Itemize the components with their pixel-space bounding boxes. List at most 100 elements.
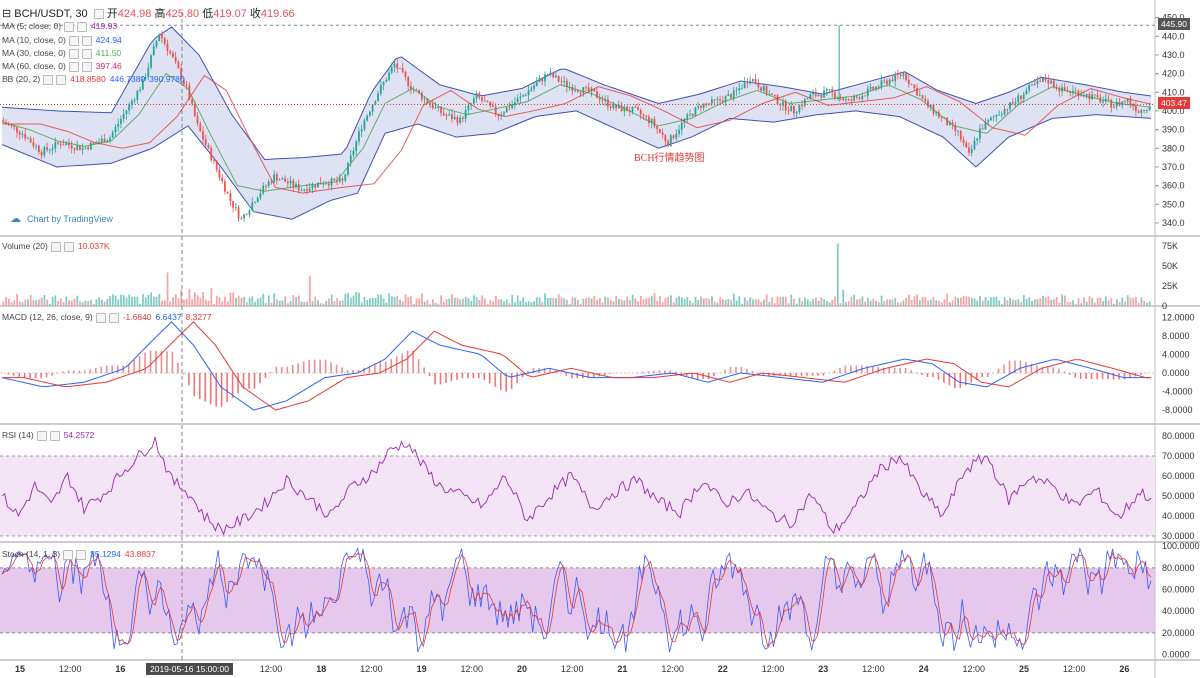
close-icon[interactable] <box>108 312 119 323</box>
macd-histogram-bar <box>839 368 841 374</box>
candle-body <box>158 33 161 42</box>
volume-bar <box>213 304 215 306</box>
volume-bar <box>891 299 894 306</box>
candle-body <box>574 90 576 92</box>
volume-bar <box>1033 299 1036 306</box>
macd-histogram-bar <box>204 372 207 402</box>
close-icon[interactable] <box>81 48 92 59</box>
candle-body <box>653 119 656 127</box>
legend-ma30[interactable]: MA (30, close, 0) 411.50 <box>2 48 121 59</box>
volume-bar <box>125 297 128 306</box>
volume-bar <box>32 300 35 306</box>
volume-bar <box>609 299 612 306</box>
candle-body <box>700 105 702 109</box>
volume-bar <box>95 299 98 306</box>
candle-body <box>705 103 708 105</box>
candle-body <box>508 107 511 109</box>
macd-label: MACD (12, 26, close, 9) <box>2 312 93 322</box>
macd-histogram-bar <box>603 372 606 376</box>
volume-bar <box>872 299 875 306</box>
candle-body <box>691 113 694 116</box>
visibility-icon[interactable] <box>68 48 79 59</box>
candle-body <box>161 33 163 39</box>
candle-body <box>683 119 686 123</box>
visibility-icon[interactable] <box>36 430 47 441</box>
visibility-icon[interactable] <box>68 35 79 46</box>
volume-bar <box>968 296 971 306</box>
volume-bar <box>716 302 719 306</box>
candle-body <box>431 104 434 108</box>
close-icon[interactable] <box>81 61 92 72</box>
rsi-label: RSI (14) <box>2 430 34 440</box>
volume-bar <box>330 294 333 306</box>
tradingview-branding[interactable]: ☁ Chart by TradingView <box>10 212 113 225</box>
legend-ma10[interactable]: MA (10, close, 0) 424.94 <box>2 35 122 46</box>
candle-body <box>989 117 992 121</box>
macd-histogram-bar <box>1129 372 1131 378</box>
candle-body <box>139 89 141 91</box>
volume-bar <box>694 296 697 306</box>
volume-bar <box>81 302 84 306</box>
close-icon[interactable] <box>77 21 88 32</box>
legend-volume[interactable]: Volume (20) 10.037K <box>2 241 110 252</box>
macd-histogram-bar <box>505 372 507 392</box>
visibility-icon[interactable] <box>64 21 75 32</box>
visibility-icon[interactable] <box>95 312 106 323</box>
volume-bar <box>1104 296 1107 306</box>
candle-body <box>853 96 856 101</box>
candle-body <box>125 110 128 115</box>
price-tick-label: 380.0 <box>1162 143 1185 153</box>
candle-body <box>48 149 51 151</box>
collapse-icon[interactable]: ⊟ <box>2 8 12 20</box>
volume-bar <box>1061 294 1064 306</box>
visibility-icon[interactable] <box>68 61 79 72</box>
legend-stoch[interactable]: Stoch (14, 1, 3) 35.1294 43.8837 <box>2 549 156 560</box>
volume-bar <box>328 298 330 306</box>
candle-body <box>1025 90 1028 95</box>
macd-histogram-bar <box>335 364 338 374</box>
time-tick-label: 26 <box>1119 664 1129 674</box>
candle-body <box>486 101 489 103</box>
candle-body <box>37 145 40 153</box>
visibility-icon[interactable] <box>50 241 61 252</box>
candle-body <box>877 86 880 88</box>
candle-body <box>1009 102 1011 110</box>
legend-macd[interactable]: MACD (12, 26, close, 9) -1.6840 6.6437 8.32… <box>2 312 212 323</box>
candle-body <box>256 197 259 203</box>
volume-bar <box>908 294 910 306</box>
volume-bar <box>262 293 265 306</box>
volume-bar <box>1001 304 1003 306</box>
close-icon[interactable] <box>63 241 74 252</box>
legend-ma5[interactable]: MA (5, close, 0) 419.93 <box>2 21 117 32</box>
macd-histogram-bar <box>478 372 480 379</box>
candle-body <box>1110 99 1113 108</box>
legend-rsi[interactable]: RSI (14) 54.2572 <box>2 430 94 441</box>
close-icon[interactable] <box>56 74 67 85</box>
settings-icon[interactable] <box>93 9 104 20</box>
volume-bar <box>237 295 240 306</box>
candle-body <box>202 131 204 140</box>
price-tick-label: 360.0 <box>1162 181 1185 191</box>
volume-bar <box>464 297 467 306</box>
close-icon[interactable] <box>49 430 60 441</box>
candle-body <box>2 120 5 122</box>
volume-bar <box>46 299 49 306</box>
volume-bar <box>1085 301 1088 306</box>
volume-bar <box>158 293 161 306</box>
volume-bar <box>618 298 620 306</box>
candle-body <box>1107 98 1110 100</box>
volume-bar <box>202 292 205 306</box>
volume-bar <box>366 299 369 306</box>
legend-ma60[interactable]: MA (60, close, 0) 397.46 <box>2 61 122 72</box>
visibility-icon[interactable] <box>63 549 74 560</box>
candle-body <box>65 143 68 146</box>
macd-histogram-bar <box>844 365 847 374</box>
close-icon[interactable] <box>81 35 92 46</box>
volume-bar <box>16 293 18 306</box>
macd-histogram-bar <box>95 368 97 374</box>
legend-bb[interactable]: BB (20, 2) 418.8580 446.7380 390.9780 <box>2 74 185 85</box>
volume-bar <box>984 297 987 306</box>
visibility-icon[interactable] <box>43 74 54 85</box>
close-icon[interactable] <box>76 549 87 560</box>
